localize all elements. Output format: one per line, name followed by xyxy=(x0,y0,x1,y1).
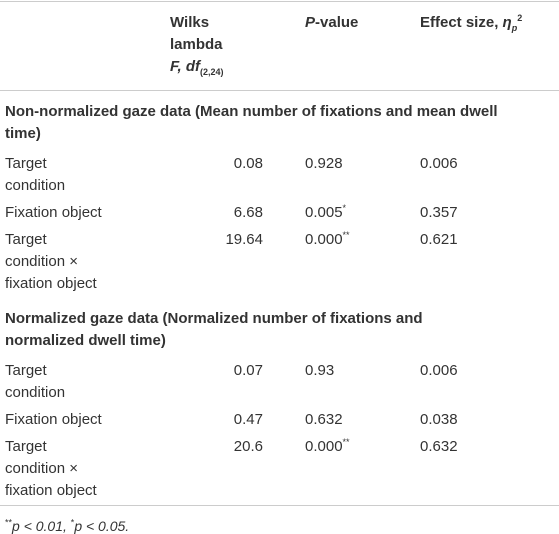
row-label: Target condition × fixation object xyxy=(5,438,97,499)
effect-size: 0.006 xyxy=(420,362,458,379)
header-eta: η xyxy=(502,14,512,31)
row-label: Fixation object xyxy=(5,204,102,221)
data-row: Fixation object 0.47 0.632 0.038 xyxy=(0,407,559,434)
section-heading: Normalized gaze data (Normalized number … xyxy=(5,310,423,349)
p-significance: * xyxy=(342,203,347,213)
p-value: 0.000 xyxy=(305,438,343,455)
footnote-text: p < 0.01, xyxy=(12,518,71,534)
effect-size: 0.621 xyxy=(420,231,458,248)
header-text: -value xyxy=(315,14,359,31)
effect-size: 0.632 xyxy=(420,438,458,455)
p-cell: 0.005* xyxy=(265,200,415,227)
row-label: Target condition xyxy=(5,155,66,194)
header-text: Effect size, xyxy=(420,14,503,31)
p-cell: 0.000** xyxy=(265,434,415,506)
header-sub: (2,24) xyxy=(200,67,224,77)
header-text: P xyxy=(305,14,316,31)
header-cell: P-value xyxy=(265,2,415,91)
row-label: Target condition × fixation object xyxy=(5,231,97,292)
p-cell: 0.928 xyxy=(265,151,415,200)
row-label: Target condition xyxy=(5,362,66,401)
header-sup: 2 xyxy=(517,13,523,23)
data-row: Target condition 0.07 0.93 0.006 xyxy=(0,358,559,407)
footnote-text: p < 0.05. xyxy=(74,518,130,534)
row-label: Fixation object xyxy=(5,411,102,428)
table-header: Wilks lambda F, df(2,24) P-value Effect s… xyxy=(0,1,559,91)
p-value: 0.93 xyxy=(305,362,335,379)
header-text: F, df xyxy=(170,58,200,75)
wilks-value: 20.6 xyxy=(233,438,263,455)
p-cell: 0.632 xyxy=(265,407,415,434)
p-significance: ** xyxy=(342,437,350,447)
wilks-value: 0.07 xyxy=(233,362,263,379)
footnote: **p < 0.01, *p < 0.05. xyxy=(0,506,559,534)
footnote-sup: ** xyxy=(5,517,13,528)
wilks-value: 19.64 xyxy=(225,231,263,248)
section-row: Normalized gaze data (Normalized number … xyxy=(0,298,559,358)
wilks-value: 6.68 xyxy=(233,204,263,221)
p-cell: 0.93 xyxy=(265,358,415,407)
p-significance: ** xyxy=(342,230,350,240)
p-value: 0.928 xyxy=(305,155,343,172)
data-row: Target condition × fixation object 20.6 0.… xyxy=(0,434,559,506)
header-sub: p xyxy=(511,23,518,33)
header-cell: Effect size, ηp2 xyxy=(415,2,559,91)
p-value: 0.000 xyxy=(305,231,343,248)
data-row: Target condition 0.08 0.928 0.006 xyxy=(0,151,559,200)
data-row: Fixation object 6.68 0.005* 0.357 xyxy=(0,200,559,227)
p-value: 0.632 xyxy=(305,411,343,428)
effect-size: 0.006 xyxy=(420,155,458,172)
section-row: Non-normalized gaze data (Mean number of… xyxy=(0,91,559,152)
header-sub: p xyxy=(512,23,518,33)
results-table: Wilks lambda F, df(2,24) P-value Effect s… xyxy=(0,1,559,506)
wilks-value: 0.47 xyxy=(233,411,263,428)
p-cell: 0.000** xyxy=(265,227,415,298)
effect-size: 0.357 xyxy=(420,204,458,221)
section: Non-normalized gaze data (Mean number of… xyxy=(0,91,559,299)
header-text: Wilks lambda xyxy=(170,14,223,53)
header-row: Wilks lambda F, df(2,24) P-value Effect s… xyxy=(0,1,559,91)
header-cell: Wilks lambda F, df(2,24) xyxy=(110,2,265,91)
section: Normalized gaze data (Normalized number … xyxy=(0,298,559,506)
section-heading: Non-normalized gaze data (Mean number of… xyxy=(5,103,498,142)
wilks-value: 0.08 xyxy=(233,155,263,172)
header-cell xyxy=(0,2,110,91)
p-value: 0.005 xyxy=(305,204,343,221)
data-row: Target condition × fixation object 19.64 0… xyxy=(0,227,559,298)
effect-size: 0.038 xyxy=(420,411,458,428)
